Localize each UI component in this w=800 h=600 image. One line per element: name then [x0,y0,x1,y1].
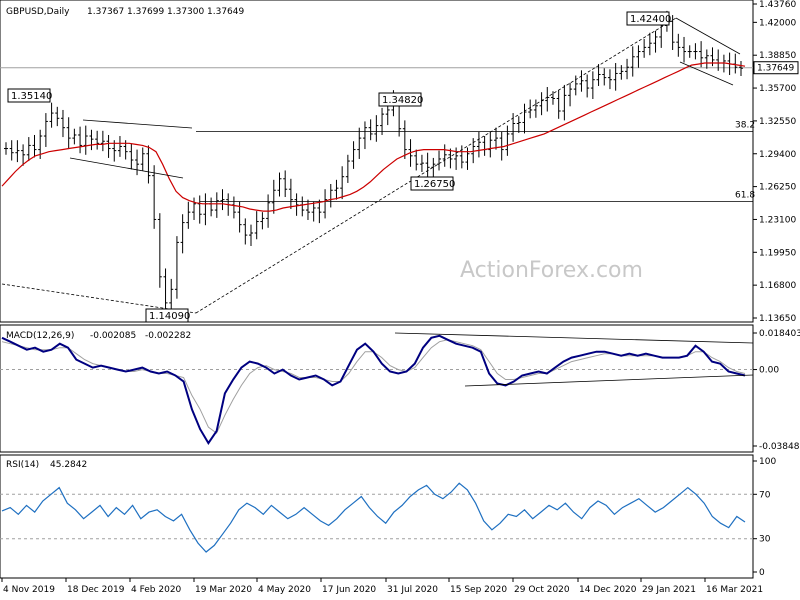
macd-y-tick-label: 0.00 [759,366,779,376]
x-tick-label: 4 Feb 2020 [131,585,182,595]
rsi-y-tick-label: 0 [759,568,765,578]
price-y-tick-label: 1.42000 [759,18,796,28]
trend-line-lower-left [1,283,197,314]
rsi-y-tick-label: 30 [759,535,771,545]
price-header-close: 1.37649 [207,7,244,17]
peak-label-text: 1.42400 [630,14,671,25]
x-tick-label: 17 Jun 2020 [322,585,376,595]
current-price-label: 1.37649 [757,64,794,74]
macd-y-tick-label: -0.038483 [759,442,800,452]
macd-header-signal: -0.002282 [145,331,191,341]
x-tick-label: 19 Mar 2020 [195,585,252,595]
x-tick-label: 14 Dec 2020 [579,585,637,595]
watermark: ActionForex.com [460,258,643,283]
peak-label-text: 1.35140 [11,91,52,102]
x-tick-label: 4 Nov 2019 [3,585,55,595]
fib-label-61.8: 61.8 [735,191,755,201]
rsi-header-value: 45.2842 [50,460,87,470]
peak-label-text: 1.14090 [149,311,190,322]
macd-y-tick-label: 0.018403 [759,329,800,339]
rsi-panel [0,454,754,579]
rsi-series-layer [0,482,753,553]
macd-main-line [1,334,746,445]
peak-label-box [7,88,51,103]
channel-bottom-right [679,61,734,86]
x-tick-label: 31 Jul 2020 [387,585,438,595]
price-y-tick-label: 1.16800 [759,281,796,291]
macd-trend-top [394,332,754,344]
x-tick-label: 15 Sep 2020 [450,585,507,595]
macd-trend-bottom [464,374,754,387]
price-header-low: 1.37300 [167,7,204,17]
x-tick-label: 18 Dec 2019 [67,585,125,595]
macd-series-layer [0,332,754,445]
rsi-line [1,482,746,553]
x-tick-label: 29 Jan 2021 [642,585,696,595]
price-y-tick-label: 1.35700 [759,84,796,94]
price-y-tick-label: 1.38850 [759,51,796,61]
price-y-tick-label: 1.29400 [759,150,796,160]
rsi-y-tick-label: 100 [759,457,776,467]
macd-header-main: -0.002085 [90,331,136,341]
channel-top-right [675,17,741,55]
price-y-tick-label: 1.26250 [759,183,796,193]
price-panel [0,0,754,323]
x-tick-label: 16 Mar 2021 [706,585,763,595]
current-price-box [753,61,799,75]
price-y-tick-label: 1.13650 [759,314,796,324]
rsi-y-tick-label: 70 [759,490,771,500]
rsi-header-name: RSI(14) [6,460,39,470]
trend-line-main-up [195,17,677,314]
peak-label-box [410,176,454,191]
fib-label-38.2: 38.2 [735,121,755,131]
price-header-symbol: GBPUSD,Daily [6,7,70,17]
macd-panel [0,324,754,453]
peak-label-box [626,11,670,26]
peak-label-text: 1.34820 [382,95,423,106]
x-tick-label: 29 Oct 2020 [514,585,570,595]
price-y-tick-label: 1.19950 [759,248,796,258]
peak-label-box [145,308,189,323]
price-y-tick-label: 1.32550 [759,117,796,127]
moving-average-line [1,62,746,212]
price-header-high: 1.37699 [127,7,164,17]
channel-top-left [82,119,193,129]
price-series-layer: 38.2 61.8 1.42400 1.35140 1.34820 1.26750 1.14… [0,10,755,323]
peak-label-text: 1.26750 [414,179,455,190]
macd-header-name: MACD(12,26,9) [6,331,74,341]
price-y-tick-label: 1.23100 [759,215,796,225]
x-tick-label: 4 May 2020 [258,585,311,595]
peak-label-box [378,92,422,107]
price-header-open: 1.37367 [87,7,124,17]
price-y-tick-label: 1.43760 [759,0,796,10]
channel-bottom-left [69,157,184,179]
